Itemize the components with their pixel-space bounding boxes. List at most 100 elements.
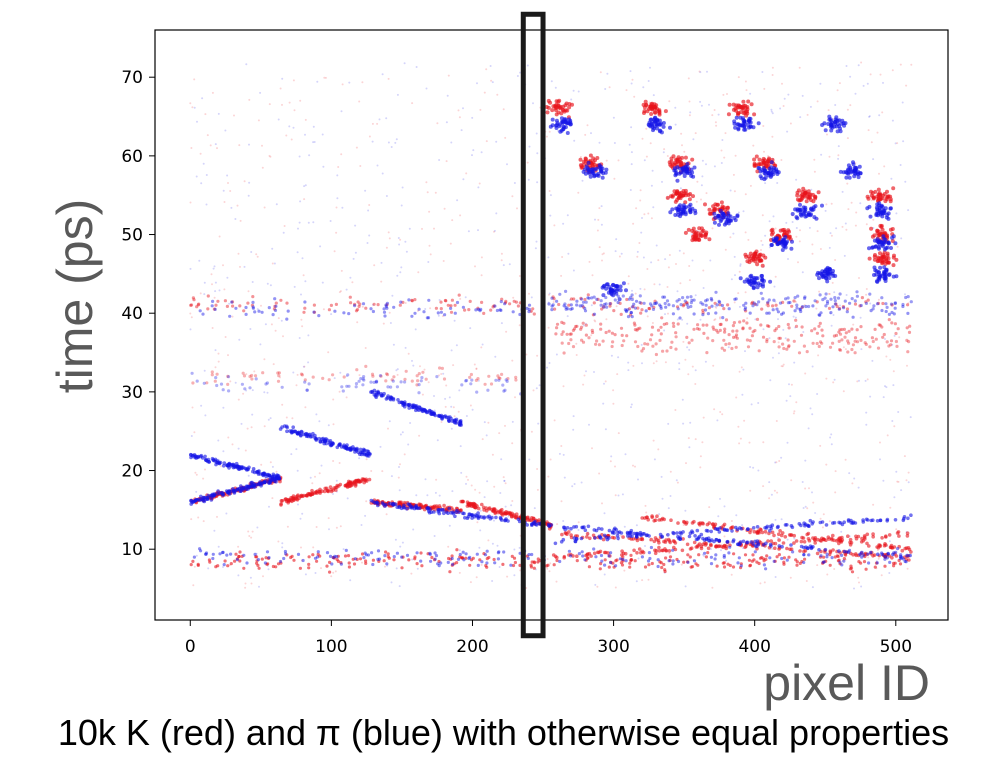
noise-point-red bbox=[776, 491, 779, 494]
noise-point-blue bbox=[354, 224, 357, 227]
track-point-red bbox=[292, 498, 296, 502]
noise-point-red bbox=[676, 481, 679, 484]
band-point-blue bbox=[455, 300, 460, 305]
band-point-blue bbox=[799, 307, 803, 311]
noise-point-red bbox=[467, 478, 469, 481]
noise-point-blue bbox=[795, 178, 798, 181]
band-point-blue bbox=[382, 307, 386, 311]
noise-point-blue bbox=[450, 349, 453, 352]
track-point-red bbox=[897, 534, 901, 538]
noise-point-blue bbox=[548, 362, 551, 364]
track-point-red bbox=[781, 541, 786, 545]
band-point-red bbox=[508, 302, 512, 306]
band-point-red bbox=[235, 557, 239, 561]
noise-point-red bbox=[190, 518, 193, 521]
band-point-blue bbox=[883, 557, 887, 561]
band-point-red bbox=[531, 307, 535, 311]
noise-point-blue bbox=[739, 264, 742, 267]
track-point-red bbox=[685, 520, 689, 525]
noise-point-red bbox=[738, 442, 741, 445]
noise-point-blue bbox=[226, 276, 229, 279]
band-point-red bbox=[552, 297, 556, 301]
noise-point-blue bbox=[829, 312, 832, 315]
track-point-blue bbox=[738, 540, 743, 544]
noise-point-red bbox=[478, 491, 481, 494]
track-point-red bbox=[640, 516, 644, 520]
track-point-blue bbox=[453, 514, 457, 519]
noise-point-blue bbox=[403, 62, 406, 65]
noise-point-red bbox=[804, 487, 807, 490]
noise-point-red bbox=[193, 78, 196, 81]
noise-point-blue bbox=[577, 90, 580, 93]
noise-point-blue bbox=[547, 301, 550, 304]
noise-point-blue bbox=[388, 420, 391, 423]
band-point-red bbox=[251, 295, 255, 299]
cluster-point-red bbox=[801, 186, 806, 191]
cluster-point-blue bbox=[554, 126, 559, 130]
track-point-red bbox=[514, 512, 519, 516]
track-point-blue bbox=[530, 523, 534, 527]
band-point-red bbox=[327, 378, 331, 382]
cluster-point-red bbox=[876, 196, 881, 201]
band-point-red bbox=[802, 344, 807, 348]
noise-point-red bbox=[549, 458, 552, 461]
band-point-red bbox=[838, 562, 842, 566]
band-point-blue bbox=[478, 309, 482, 313]
track-point-red bbox=[685, 542, 690, 547]
cluster-point-red bbox=[869, 189, 873, 194]
noise-point-blue bbox=[554, 86, 557, 89]
track-point-blue bbox=[762, 543, 766, 547]
band-point-blue bbox=[704, 299, 708, 303]
band-point-red bbox=[718, 328, 722, 332]
noise-point-red bbox=[237, 398, 240, 401]
band-point-blue bbox=[604, 302, 608, 306]
cluster-point-blue bbox=[657, 129, 662, 134]
noise-point-red bbox=[625, 89, 628, 92]
band-point-blue bbox=[420, 376, 424, 380]
band-point-blue bbox=[467, 556, 471, 561]
noise-point-blue bbox=[613, 142, 616, 144]
band-point-red bbox=[894, 331, 898, 336]
band-point-blue bbox=[833, 296, 837, 300]
noise-point-red bbox=[380, 280, 383, 283]
noise-point-blue bbox=[348, 81, 351, 84]
noise-point-blue bbox=[477, 186, 480, 189]
band-point-red bbox=[674, 335, 678, 339]
noise-point-blue bbox=[434, 491, 437, 494]
noise-point-blue bbox=[498, 566, 501, 568]
noise-point-blue bbox=[841, 190, 844, 193]
cluster-point-red bbox=[761, 253, 766, 258]
band-point-blue bbox=[555, 299, 559, 303]
band-point-red bbox=[773, 559, 777, 563]
noise-point-red bbox=[222, 264, 224, 267]
noise-point-blue bbox=[789, 395, 792, 398]
band-point-red bbox=[432, 558, 437, 562]
band-point-blue bbox=[600, 559, 604, 563]
noise-point-red bbox=[701, 441, 704, 444]
noise-point-red bbox=[878, 172, 880, 175]
noise-point-blue bbox=[245, 389, 248, 392]
band-point-red bbox=[572, 297, 576, 301]
data-points bbox=[189, 61, 913, 590]
track-point-red bbox=[849, 540, 854, 545]
band-point-blue bbox=[547, 302, 551, 306]
cluster-point-red bbox=[683, 155, 688, 160]
noise-point-blue bbox=[793, 361, 796, 364]
noise-point-red bbox=[560, 274, 563, 277]
cluster-point-red bbox=[741, 99, 746, 104]
noise-point-red bbox=[735, 396, 738, 399]
band-point-blue bbox=[325, 551, 330, 555]
noise-point-blue bbox=[301, 512, 304, 515]
track-point-blue bbox=[644, 533, 649, 538]
noise-point-red bbox=[547, 475, 550, 478]
noise-point-blue bbox=[661, 180, 663, 183]
track-point-blue bbox=[799, 544, 804, 549]
noise-point-red bbox=[324, 76, 327, 79]
cluster-point-red bbox=[876, 187, 881, 192]
band-point-red bbox=[400, 566, 404, 570]
band-point-blue bbox=[460, 383, 464, 387]
noise-point-red bbox=[699, 466, 702, 469]
band-point-red bbox=[439, 307, 443, 311]
noise-point-blue bbox=[694, 294, 697, 297]
band-point-blue bbox=[632, 302, 636, 306]
